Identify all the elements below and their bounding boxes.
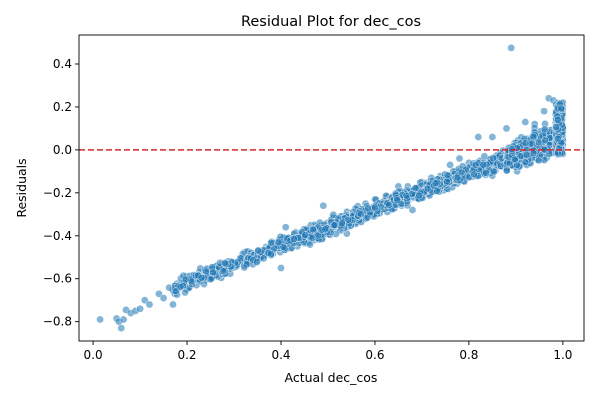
y-tick-label: 0.0 bbox=[53, 143, 72, 157]
data-point bbox=[541, 136, 550, 145]
plot-frame bbox=[78, 34, 585, 342]
y-tick-label: −0.6 bbox=[43, 272, 72, 286]
x-tick-label: 0.0 bbox=[84, 348, 103, 362]
data-point bbox=[552, 123, 561, 132]
data-point bbox=[356, 210, 365, 218]
data-point bbox=[206, 275, 215, 284]
data-point bbox=[431, 179, 440, 188]
data-point bbox=[534, 156, 543, 165]
x-tick-label: 0.8 bbox=[459, 348, 478, 362]
data-point bbox=[522, 150, 531, 159]
y-axis-label: Residuals bbox=[14, 158, 29, 217]
data-point bbox=[254, 246, 263, 255]
data-point bbox=[540, 107, 548, 116]
y-tick-label: 0.4 bbox=[53, 57, 72, 71]
data-point bbox=[181, 275, 190, 284]
data-point bbox=[521, 139, 530, 148]
data-point bbox=[159, 294, 168, 302]
data-point bbox=[306, 240, 314, 249]
data-point bbox=[277, 264, 285, 272]
data-point bbox=[385, 201, 393, 209]
y-tick-label: 0.2 bbox=[53, 100, 72, 114]
data-point bbox=[521, 158, 530, 167]
data-point bbox=[197, 273, 206, 282]
data-point bbox=[482, 168, 490, 177]
data-point bbox=[446, 161, 454, 169]
x-tick-label: 1.0 bbox=[553, 348, 572, 362]
data-point bbox=[402, 191, 411, 200]
data-point bbox=[553, 116, 562, 124]
data-point bbox=[457, 168, 466, 177]
data-point bbox=[540, 125, 549, 134]
data-point bbox=[219, 267, 228, 276]
data-point bbox=[555, 144, 564, 153]
data-point bbox=[554, 134, 562, 143]
data-point bbox=[534, 138, 543, 147]
data-point bbox=[96, 315, 104, 324]
y-axis-ticks: −0.8 −0.6 −0.4 −0.2 0.0 0.2 0.4 bbox=[43, 57, 79, 329]
data-point bbox=[321, 225, 330, 234]
data-point bbox=[330, 221, 339, 230]
data-point bbox=[267, 238, 276, 247]
chart-title: Residual Plot for dec_cos bbox=[241, 14, 421, 30]
data-point bbox=[176, 282, 185, 291]
data-point bbox=[169, 300, 177, 309]
data-point bbox=[279, 243, 288, 251]
y-tick-label: −0.8 bbox=[43, 315, 72, 329]
data-point bbox=[474, 133, 483, 141]
data-point bbox=[521, 118, 530, 126]
data-point bbox=[411, 184, 420, 193]
data-point bbox=[479, 160, 488, 169]
data-point bbox=[443, 171, 452, 180]
y-tick-label: −0.2 bbox=[43, 186, 72, 200]
x-axis-ticks: 0.0 0.2 0.4 0.6 0.8 1.0 bbox=[84, 341, 572, 362]
data-point bbox=[119, 315, 128, 324]
data-point bbox=[507, 44, 516, 52]
data-point bbox=[274, 238, 283, 247]
data-point bbox=[290, 235, 298, 243]
data-point bbox=[338, 219, 346, 228]
data-point bbox=[557, 104, 566, 113]
data-point bbox=[319, 201, 328, 210]
data-point bbox=[117, 324, 126, 332]
data-point bbox=[488, 133, 497, 141]
data-point bbox=[136, 304, 144, 313]
data-point bbox=[267, 250, 275, 258]
data-point bbox=[490, 167, 498, 176]
data-point bbox=[221, 259, 229, 267]
data-point bbox=[393, 196, 402, 204]
x-axis-label: Actual dec_cos bbox=[285, 370, 378, 385]
data-point bbox=[309, 225, 317, 234]
data-point bbox=[371, 203, 379, 212]
data-point bbox=[364, 204, 372, 213]
data-point bbox=[415, 191, 423, 200]
data-point bbox=[489, 154, 498, 163]
data-point bbox=[145, 300, 154, 309]
data-point bbox=[470, 170, 479, 179]
x-tick-label: 0.6 bbox=[365, 348, 384, 362]
data-point bbox=[502, 166, 511, 175]
data-point bbox=[408, 206, 417, 214]
data-point bbox=[344, 215, 353, 224]
data-point bbox=[453, 173, 462, 182]
data-point bbox=[253, 258, 261, 266]
data-point bbox=[281, 223, 290, 232]
data-point bbox=[209, 268, 217, 277]
data-point bbox=[502, 124, 511, 133]
data-point bbox=[480, 152, 489, 161]
y-tick-label: −0.4 bbox=[43, 229, 72, 243]
data-point bbox=[529, 132, 538, 141]
x-tick-label: 0.4 bbox=[271, 348, 290, 362]
data-point bbox=[240, 263, 249, 272]
data-point bbox=[510, 155, 519, 164]
data-point bbox=[301, 231, 309, 239]
data-point bbox=[259, 254, 268, 263]
data-point bbox=[455, 154, 464, 163]
data-point bbox=[308, 234, 317, 242]
points-layer bbox=[96, 44, 567, 332]
x-tick-label: 0.2 bbox=[177, 348, 196, 362]
